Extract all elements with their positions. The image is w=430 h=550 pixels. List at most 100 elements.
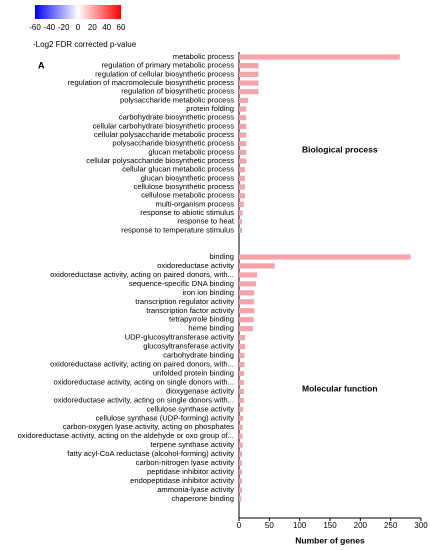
category-label: carbohydrate biosynthetic process bbox=[119, 113, 234, 122]
bar bbox=[239, 263, 275, 269]
bar bbox=[239, 299, 255, 305]
bar bbox=[239, 344, 246, 350]
category-label: chaperone binding bbox=[172, 494, 235, 503]
panel-label: A bbox=[38, 60, 45, 70]
x-tick-label: 0 bbox=[237, 521, 242, 530]
bar bbox=[239, 496, 242, 502]
bar bbox=[239, 478, 243, 484]
category-label: endopeptidase inhibitor activity bbox=[130, 476, 234, 485]
category-label: tetrapyrrole binding bbox=[169, 315, 234, 324]
bar bbox=[239, 326, 253, 332]
bar bbox=[239, 361, 245, 368]
x-tick-label: 200 bbox=[354, 521, 368, 530]
category-label: oxidoreductase activity, acting on singl… bbox=[53, 377, 234, 386]
x-tick-label: 300 bbox=[414, 521, 428, 530]
bar bbox=[239, 158, 247, 164]
bar bbox=[239, 106, 247, 112]
category-label: binding bbox=[210, 252, 235, 261]
bar bbox=[239, 388, 244, 394]
category-label: oxidoreductase activity, acting on singl… bbox=[53, 395, 234, 404]
bar bbox=[239, 123, 247, 129]
bar bbox=[239, 184, 246, 190]
bar bbox=[239, 89, 259, 95]
colorbar-tick-label: 60 bbox=[117, 23, 126, 32]
bar bbox=[239, 335, 246, 341]
bar bbox=[239, 424, 243, 430]
bar bbox=[239, 219, 243, 225]
category-label: multi-organism process bbox=[156, 199, 235, 208]
colorbar bbox=[35, 5, 121, 19]
colorbar-tick-label: 20 bbox=[88, 23, 97, 32]
bar bbox=[239, 54, 400, 60]
category-label: iron ion binding bbox=[182, 288, 234, 297]
x-tick-label: 150 bbox=[323, 521, 337, 530]
bar bbox=[239, 193, 246, 199]
category-label: regulation of macromolecule biosynthetic… bbox=[68, 78, 235, 87]
bar bbox=[239, 442, 243, 448]
category-label: glucan metabolic process bbox=[148, 147, 234, 156]
category-label: protein folding bbox=[186, 104, 234, 113]
category-label: oxidoreductase activity bbox=[157, 261, 234, 270]
bar bbox=[239, 167, 246, 173]
colorbar-tick-label: 0 bbox=[76, 23, 81, 32]
bar bbox=[239, 352, 245, 359]
bar bbox=[239, 227, 243, 233]
bar bbox=[239, 290, 255, 296]
bar bbox=[239, 308, 255, 314]
category-label: fatty acyl-CoA reductase (alcohol-formin… bbox=[67, 449, 234, 458]
category-label: polysaccharide biosynthetic process bbox=[112, 139, 234, 148]
category-label: cellular glucan metabolic process bbox=[122, 165, 234, 174]
bar bbox=[239, 415, 244, 421]
colorbar-tick-label: 40 bbox=[102, 23, 111, 32]
category-label: carbohydrate binding bbox=[163, 351, 234, 360]
bar bbox=[239, 80, 259, 86]
bar bbox=[239, 63, 259, 69]
bar bbox=[239, 451, 243, 457]
category-label: response to temperature stimulus bbox=[121, 225, 234, 234]
bar bbox=[239, 397, 244, 403]
category-label: regulation of cellular biosynthetic proc… bbox=[95, 69, 234, 78]
colorbar-label: -Log2 FDR corrected p-value bbox=[33, 40, 137, 49]
category-label: terpene synthase activity bbox=[150, 440, 234, 449]
bar bbox=[239, 115, 247, 121]
x-axis-label: Number of genes bbox=[295, 535, 365, 545]
category-label: oxidoreductase activity, acting on the a… bbox=[18, 431, 234, 440]
bar bbox=[239, 210, 243, 216]
category-label: ammonia-lyase activity bbox=[157, 485, 234, 494]
category-label: UDP-glucosyltransferase activity bbox=[125, 333, 235, 342]
bar bbox=[239, 379, 244, 386]
panel-title: Biological process bbox=[302, 144, 378, 154]
bar bbox=[239, 254, 411, 260]
bar bbox=[239, 175, 246, 181]
x-tick-label: 100 bbox=[293, 521, 307, 530]
bar bbox=[239, 317, 254, 323]
panel-title: Molecular function bbox=[302, 383, 378, 393]
category-label: response to heat bbox=[177, 217, 234, 226]
category-label: glucosyltransferase activity bbox=[143, 342, 234, 351]
bar bbox=[239, 487, 243, 493]
category-label: glucan biosynthetic process bbox=[141, 173, 234, 182]
category-label: unfolded protein binding bbox=[153, 368, 234, 377]
bar bbox=[239, 370, 244, 377]
x-tick-label: 50 bbox=[265, 521, 274, 530]
bar bbox=[239, 201, 244, 207]
category-label: cellular carbohydrate biosynthetic proce… bbox=[93, 121, 235, 130]
bar bbox=[239, 281, 256, 287]
category-label: regulation of primary metabolic process bbox=[101, 61, 234, 70]
category-label: peptidase inhibitor activity bbox=[147, 467, 234, 476]
category-label: carbon-nitrogen lyase activity bbox=[136, 458, 235, 467]
bar bbox=[239, 97, 249, 103]
category-label: cellular polysaccharide biosynthetic pro… bbox=[86, 156, 234, 165]
bar bbox=[239, 132, 247, 138]
category-label: cellulose metabolic process bbox=[141, 191, 234, 200]
category-label: polysaccharide metabolic process bbox=[120, 95, 234, 104]
bar bbox=[239, 149, 247, 155]
bar bbox=[239, 460, 243, 466]
category-label: oxidoreductase activity, acting on paire… bbox=[50, 270, 234, 279]
bar bbox=[239, 433, 243, 439]
colorbar-tick-label: -40 bbox=[44, 23, 56, 32]
category-label: heme binding bbox=[188, 324, 234, 333]
category-label: oxidoreductase activity, acting on paire… bbox=[50, 360, 234, 369]
category-label: transcription factor activity bbox=[146, 306, 234, 315]
